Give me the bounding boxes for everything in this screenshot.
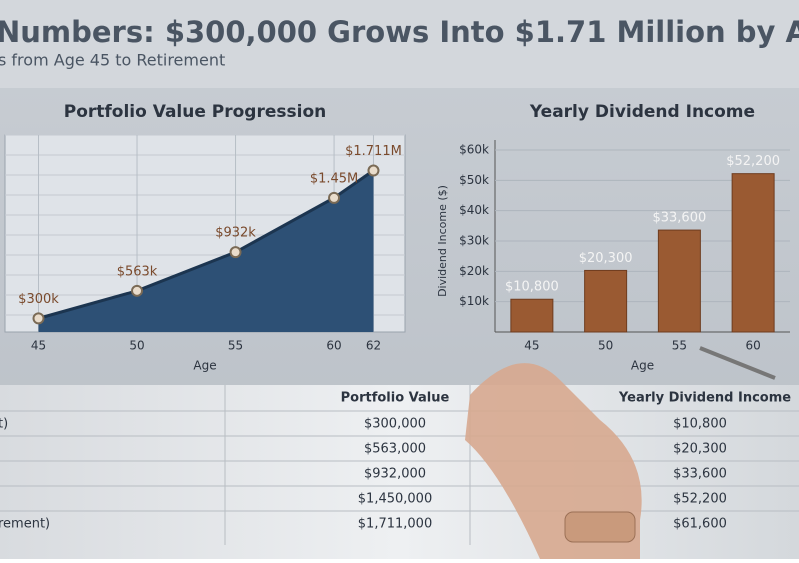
y-axis-label: Dividend Income ($)	[436, 185, 449, 297]
page-subtitle: s from Age 45 to Retirement	[0, 51, 225, 70]
data-label: $300k	[18, 292, 59, 307]
data-label: $52,200	[726, 154, 780, 169]
y-tick-label: $30k	[459, 234, 489, 248]
data-label: $10,800	[505, 280, 559, 295]
data-label: $1.45M	[310, 171, 358, 186]
x-tick-label: 50	[129, 339, 144, 353]
chart-title: Portfolio Value Progression	[64, 102, 327, 122]
point	[131, 284, 144, 297]
x-axis-label: Age	[631, 359, 654, 373]
charts: Portfolio Value Progression 45 50 55 60 62 $30…	[4, 102, 790, 373]
bar	[584, 269, 628, 333]
x-tick-label: 45	[31, 339, 46, 353]
bar	[510, 298, 554, 333]
cell: $20,300	[673, 442, 727, 457]
row-label: t)	[0, 417, 8, 432]
header-band	[0, 0, 799, 88]
cell: $1,450,000	[358, 492, 432, 507]
y-tick-label: $10k	[459, 294, 489, 308]
bar	[657, 229, 701, 333]
cell: $932,000	[364, 467, 426, 482]
table-panel	[0, 385, 799, 559]
x-tick-label: 50	[598, 339, 613, 353]
data-label: $1.711M	[345, 144, 402, 159]
y-tick-label: $60k	[459, 143, 489, 157]
y-tick-label: $20k	[459, 264, 489, 278]
x-tick-label: 55	[228, 339, 243, 353]
data-label: $33,600	[652, 211, 706, 226]
page-title: Numbers: $300,000 Grows Into $1.71 Milli…	[0, 15, 799, 49]
point	[229, 246, 242, 259]
watch	[564, 511, 636, 543]
x-tick-label: 45	[524, 339, 539, 353]
data-label: $932k	[215, 226, 256, 241]
data-label: $563k	[117, 264, 158, 279]
area	[38, 170, 374, 332]
table: Portfolio Value Yearly Dividend Income t) $…	[0, 391, 799, 532]
cell: $52,200	[673, 492, 727, 507]
chart-title: Yearly Dividend Income	[529, 102, 755, 122]
hand	[465, 363, 642, 559]
x-tick-label: 60	[745, 339, 760, 353]
cell: $1,711,000	[358, 517, 432, 532]
y-tick-label: $40k	[459, 203, 489, 217]
point	[32, 312, 45, 325]
x-axis-label: Age	[193, 359, 216, 373]
cell: $61,600	[673, 517, 727, 532]
column-header: Portfolio Value	[341, 391, 450, 406]
pen	[699, 346, 776, 380]
x-tick-label: 60	[326, 339, 341, 353]
data-label: $20,300	[579, 251, 633, 266]
cell: $563,000	[364, 442, 426, 457]
x-tick-label: 62	[366, 339, 381, 353]
column-header: Yearly Dividend Income	[618, 391, 791, 406]
point	[367, 164, 380, 177]
y-tick-label: $50k	[459, 173, 489, 187]
point	[328, 191, 341, 204]
x-tick-label: 55	[672, 339, 687, 353]
cell: $10,800	[673, 417, 727, 432]
cell: $33,600	[673, 467, 727, 482]
cell: $300,000	[364, 417, 426, 432]
row-label: rement)	[0, 517, 50, 532]
bar	[731, 173, 775, 333]
